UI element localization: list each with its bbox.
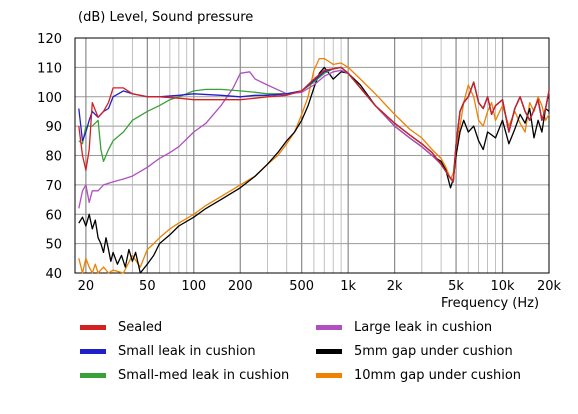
y-axis: 40 50 60 70 80 90 100 110 120 [37,32,62,282]
y-tick-label: 100 [37,91,62,106]
x-tick-label: 200 [228,279,253,294]
legend-label: Large leak in cushion [354,319,493,335]
legend-swatch [80,372,106,378]
x-tick-label: 10k [490,279,515,294]
y-tick-label: 90 [45,120,62,135]
frequency-response-chart: (dB) Level, Sound pressure 40 50 60 70 80 90 1… [37,10,562,311]
legend-item-large-leak: Large leak in cushion [316,316,492,338]
legend: Sealed Small leak in cushion Small-med l… [0,314,578,394]
grid [75,37,549,274]
x-axis: 20 50 100 200 500 1k 2k 5k 10k 20k [78,279,562,294]
chart-title: (dB) Level, Sound pressure [78,10,253,25]
x-tick-label: 20k [537,279,562,294]
x-tick-label: 2k [387,279,403,294]
series-line-5 [78,57,550,274]
legend-item-sealed: Sealed [80,316,162,338]
x-tick-label: 5k [448,279,464,294]
y-tick-label: 40 [45,267,62,282]
y-tick-label: 110 [37,61,62,76]
legend-swatch [316,348,342,354]
y-tick-label: 120 [37,32,62,47]
legend-label: Small-med leak in cushion [118,367,290,383]
x-tick-label: 1k [340,279,356,294]
y-tick-label: 80 [45,150,62,165]
x-axis-label: Frequency (Hz) [441,296,539,311]
x-tick-label: 100 [181,279,206,294]
legend-swatch [80,324,106,330]
legend-label: Small leak in cushion [118,343,256,359]
legend-item-5mm-gap: 5mm gap under cushion [316,340,513,362]
legend-item-10mm-gap: 10mm gap under cushion [316,364,521,386]
series-lines [78,57,550,274]
series-line-0 [78,66,550,183]
legend-label: 5mm gap under cushion [354,343,513,359]
legend-swatch [316,324,342,330]
x-tick-label: 50 [139,279,156,294]
plot-frame [74,37,550,274]
y-tick-label: 50 [45,238,62,253]
y-tick-label: 60 [45,208,62,223]
x-tick-label: 20 [78,279,95,294]
x-tick-label: 500 [289,279,314,294]
legend-label: 10mm gap under cushion [354,367,522,383]
legend-item-small-med-leak: Small-med leak in cushion [80,364,289,386]
legend-label: Sealed [118,319,163,335]
legend-swatch [316,372,342,378]
legend-swatch [80,348,106,354]
legend-item-small-leak: Small leak in cushion [80,340,256,362]
y-tick-label: 70 [45,179,62,194]
